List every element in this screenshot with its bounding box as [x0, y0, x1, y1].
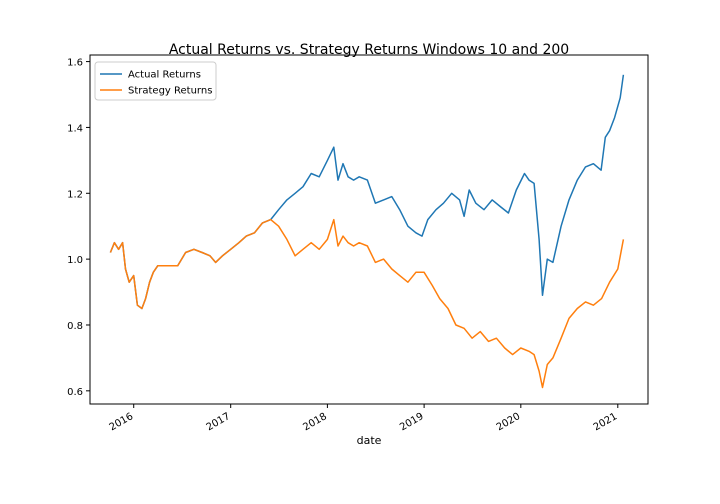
y-tick-label: 1.0 — [67, 255, 83, 266]
legend-label: Strategy Returns — [128, 86, 212, 97]
y-tick-label: 0.6 — [67, 387, 83, 398]
legend: Actual Returns Strategy Returns — [94, 61, 217, 101]
y-axis: 0.6 0.8 1.0 1.2 1.4 1.6 — [67, 58, 90, 398]
chart-title: Actual Returns vs. Strategy Returns Wind… — [169, 42, 569, 58]
x-axis-label: date — [357, 434, 382, 447]
series-layer — [109, 74, 625, 389]
y-tick-label: 1.2 — [67, 189, 83, 200]
y-tick-label: 1.6 — [67, 58, 83, 69]
legend-label: Actual Returns — [128, 70, 201, 81]
series-line-strategy-returns — [109, 218, 625, 389]
y-tick-label: 0.8 — [67, 321, 83, 332]
plot-area-frame — [89, 54, 649, 405]
y-tick-label: 1.4 — [67, 123, 83, 134]
legend-box — [94, 61, 217, 101]
